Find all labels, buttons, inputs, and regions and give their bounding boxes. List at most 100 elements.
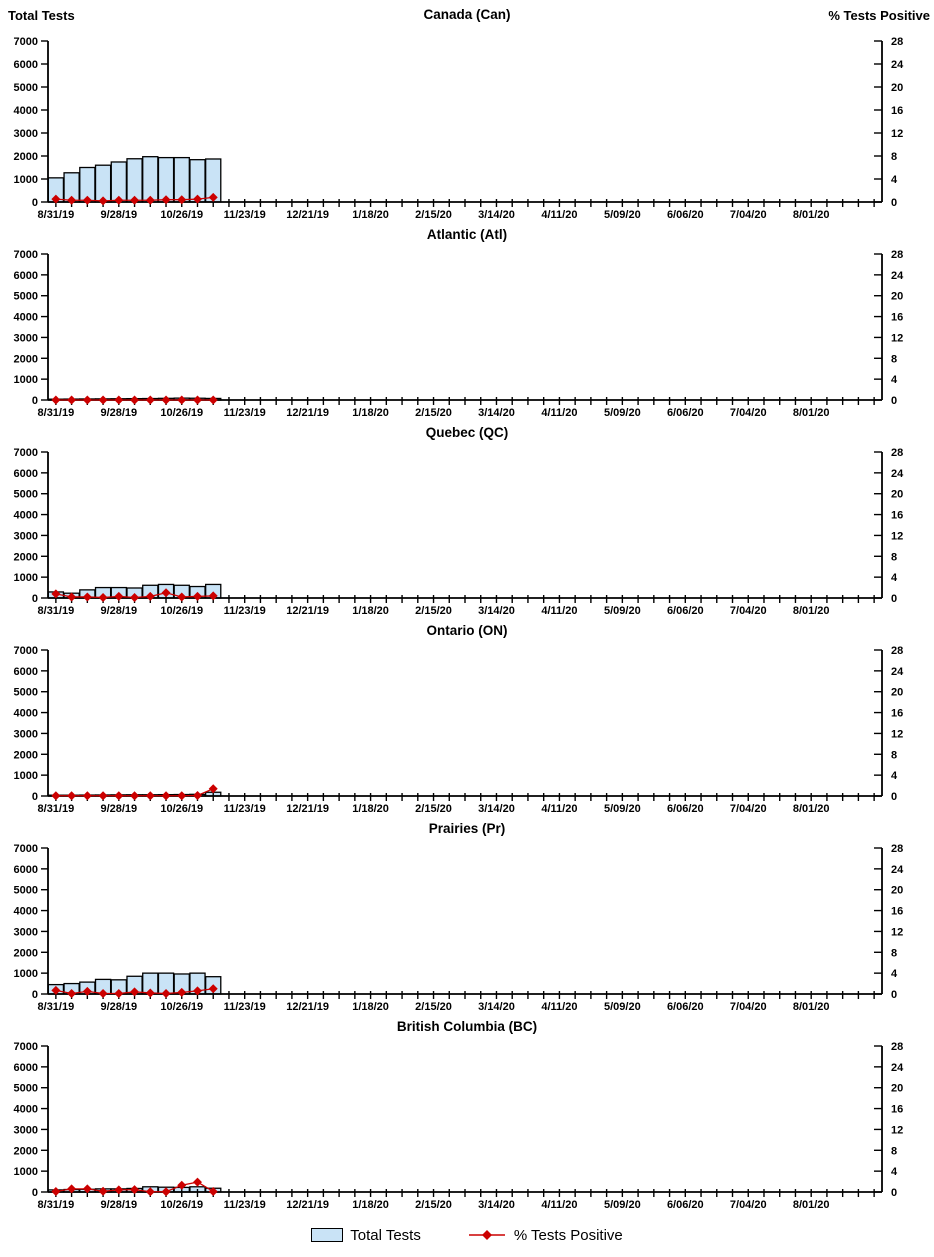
left-tick-label: 0	[32, 791, 38, 803]
x-tick-label: 10/26/19	[160, 209, 203, 221]
x-tick-label: 6/06/20	[667, 1199, 704, 1211]
x-tick-label: 7/04/20	[730, 1199, 767, 1211]
left-tick-label: 7000	[14, 36, 38, 48]
x-tick-label: 9/28/19	[100, 209, 137, 221]
charts-stack: Canada (Can) 0 1000 2000 3000 4000 5000 6000 70…	[0, 0, 934, 1211]
x-tick-label: 2/15/20	[415, 407, 452, 419]
diamond-marker	[114, 791, 124, 801]
left-tick-label: 2000	[14, 749, 38, 761]
x-tick-label: 1/18/20	[352, 1199, 389, 1211]
right-tick-label: 12	[891, 926, 903, 938]
right-tick-label: 4	[891, 174, 898, 186]
right-axis-title: % Tests Positive	[828, 8, 930, 23]
chart-panel-quebec: Quebec (QC) 0 1000 2000 3000 4000 5000 6000 700…	[0, 422, 934, 620]
legend: Total Tests % Tests Positive	[0, 1214, 934, 1256]
x-tick-label: 3/14/20	[478, 1199, 515, 1211]
prairies-chart-canvas: 0 1000 2000 3000 4000 5000 6000 7000 0 4 8 12 16 20 24…	[14, 843, 905, 1013]
tick-marks	[41, 649, 882, 801]
chart-panel-canada: Canada (Can) 0 1000 2000 3000 4000 5000 6000 70…	[0, 0, 934, 224]
x-tick-label: 8/31/19	[38, 407, 75, 419]
tick-marks	[41, 253, 882, 405]
diamond-marker	[177, 195, 187, 205]
x-tick-label: 7/04/20	[730, 803, 767, 815]
x-tick-label: 3/14/20	[478, 605, 515, 617]
left-tick-label: 1000	[14, 572, 38, 584]
diamond-marker	[145, 195, 155, 205]
x-tick-label: 7/04/20	[730, 1001, 767, 1013]
diamond-marker	[177, 791, 187, 801]
left-tick-label: 6000	[14, 864, 38, 876]
x-tick-label: 5/09/20	[604, 209, 641, 221]
left-tick-label: 7000	[14, 1041, 38, 1053]
bc-chart-canvas: 0 1000 2000 3000 4000 5000 6000 7000 0 4 8 12 16 20 24…	[14, 1041, 905, 1211]
x-tick-label: 2/15/20	[415, 605, 452, 617]
diamond-marker	[145, 988, 155, 998]
diamond-marker	[208, 984, 218, 994]
x-tick-label: 8/31/19	[38, 1001, 75, 1013]
x-tick-label: 12/21/19	[286, 1199, 329, 1211]
chart-panel-atlantic: Atlantic (Atl) 0 1000 2000 3000 4000 5000 6000…	[0, 224, 934, 422]
diamond-marker	[192, 986, 202, 996]
diamond-marker	[82, 395, 92, 405]
diamond-marker	[51, 791, 61, 801]
tick-labels: 0 1000 2000 3000 4000 5000 6000 7000 0 4 8 12 16 20 24…	[14, 1041, 905, 1211]
right-tick-label: 28	[891, 645, 903, 657]
left-tick-label: 7000	[14, 645, 38, 657]
x-tick-label: 12/21/19	[286, 605, 329, 617]
quebec-chart-canvas: 0 1000 2000 3000 4000 5000 6000 7000 0 4 8 12 16 20 24…	[14, 447, 905, 617]
left-tick-label: 0	[32, 989, 38, 1001]
right-tick-label: 20	[891, 687, 903, 699]
diamond-marker	[208, 784, 218, 794]
diamond-marker	[67, 1184, 77, 1194]
diamond-marker	[192, 194, 202, 204]
diamond-marker	[114, 1185, 124, 1195]
x-tick-label: 11/23/19	[224, 1199, 266, 1211]
chart-title: Prairies (Pr)	[428, 821, 506, 836]
chart-title: Canada (Can)	[423, 7, 511, 22]
x-tick-label: 6/06/20	[667, 605, 704, 617]
right-tick-label: 16	[891, 708, 903, 720]
tick-marks	[41, 1045, 882, 1197]
left-tick-label: 1000	[14, 1166, 38, 1178]
canada-chart-canvas: 0 1000 2000 3000 4000 5000 6000 7000 0 4 8 12 16 20 24…	[14, 36, 905, 221]
x-tick-label: 12/21/19	[286, 209, 329, 221]
axes	[47, 452, 883, 599]
right-tick-label: 4	[891, 572, 898, 584]
left-tick-label: 1000	[14, 770, 38, 782]
x-tick-label: 1/18/20	[352, 605, 389, 617]
bar	[126, 158, 143, 203]
left-tick-label: 0	[32, 1187, 38, 1199]
diamond-marker	[208, 192, 218, 202]
axes	[47, 1046, 883, 1193]
diamond-marker	[130, 791, 140, 801]
x-tick-label: 9/28/19	[100, 605, 137, 617]
right-tick-label: 24	[891, 1062, 904, 1074]
right-tick-label: 0	[891, 791, 897, 803]
right-tick-label: 8	[891, 1145, 897, 1157]
x-tick-label: 1/18/20	[352, 407, 389, 419]
pct-positive-markers	[51, 784, 218, 801]
right-tick-label: 4	[891, 1166, 898, 1178]
diamond-marker	[145, 1187, 155, 1197]
left-tick-label: 6000	[14, 270, 38, 282]
left-tick-label: 4000	[14, 708, 38, 720]
diamond-marker	[98, 196, 108, 206]
diamond-marker	[51, 1186, 61, 1196]
diamond-marker	[114, 395, 124, 405]
left-tick-label: 1000	[14, 968, 38, 980]
diamond-marker	[114, 988, 124, 998]
axes	[47, 650, 883, 797]
axes	[47, 254, 883, 401]
x-tick-label: 8/31/19	[38, 803, 75, 815]
chart-title: Ontario (ON)	[426, 623, 508, 638]
x-tick-label: 1/18/20	[352, 803, 389, 815]
x-tick-label: 2/15/20	[415, 803, 452, 815]
x-tick-label: 10/26/19	[160, 605, 203, 617]
x-tick-label: 2/15/20	[415, 1199, 452, 1211]
diamond-marker	[130, 987, 140, 997]
left-tick-label: 5000	[14, 687, 38, 699]
right-tick-label: 8	[891, 353, 897, 365]
diamond-marker	[130, 1185, 140, 1195]
pct-positive-markers	[51, 588, 218, 602]
x-tick-label: 6/06/20	[667, 209, 704, 221]
